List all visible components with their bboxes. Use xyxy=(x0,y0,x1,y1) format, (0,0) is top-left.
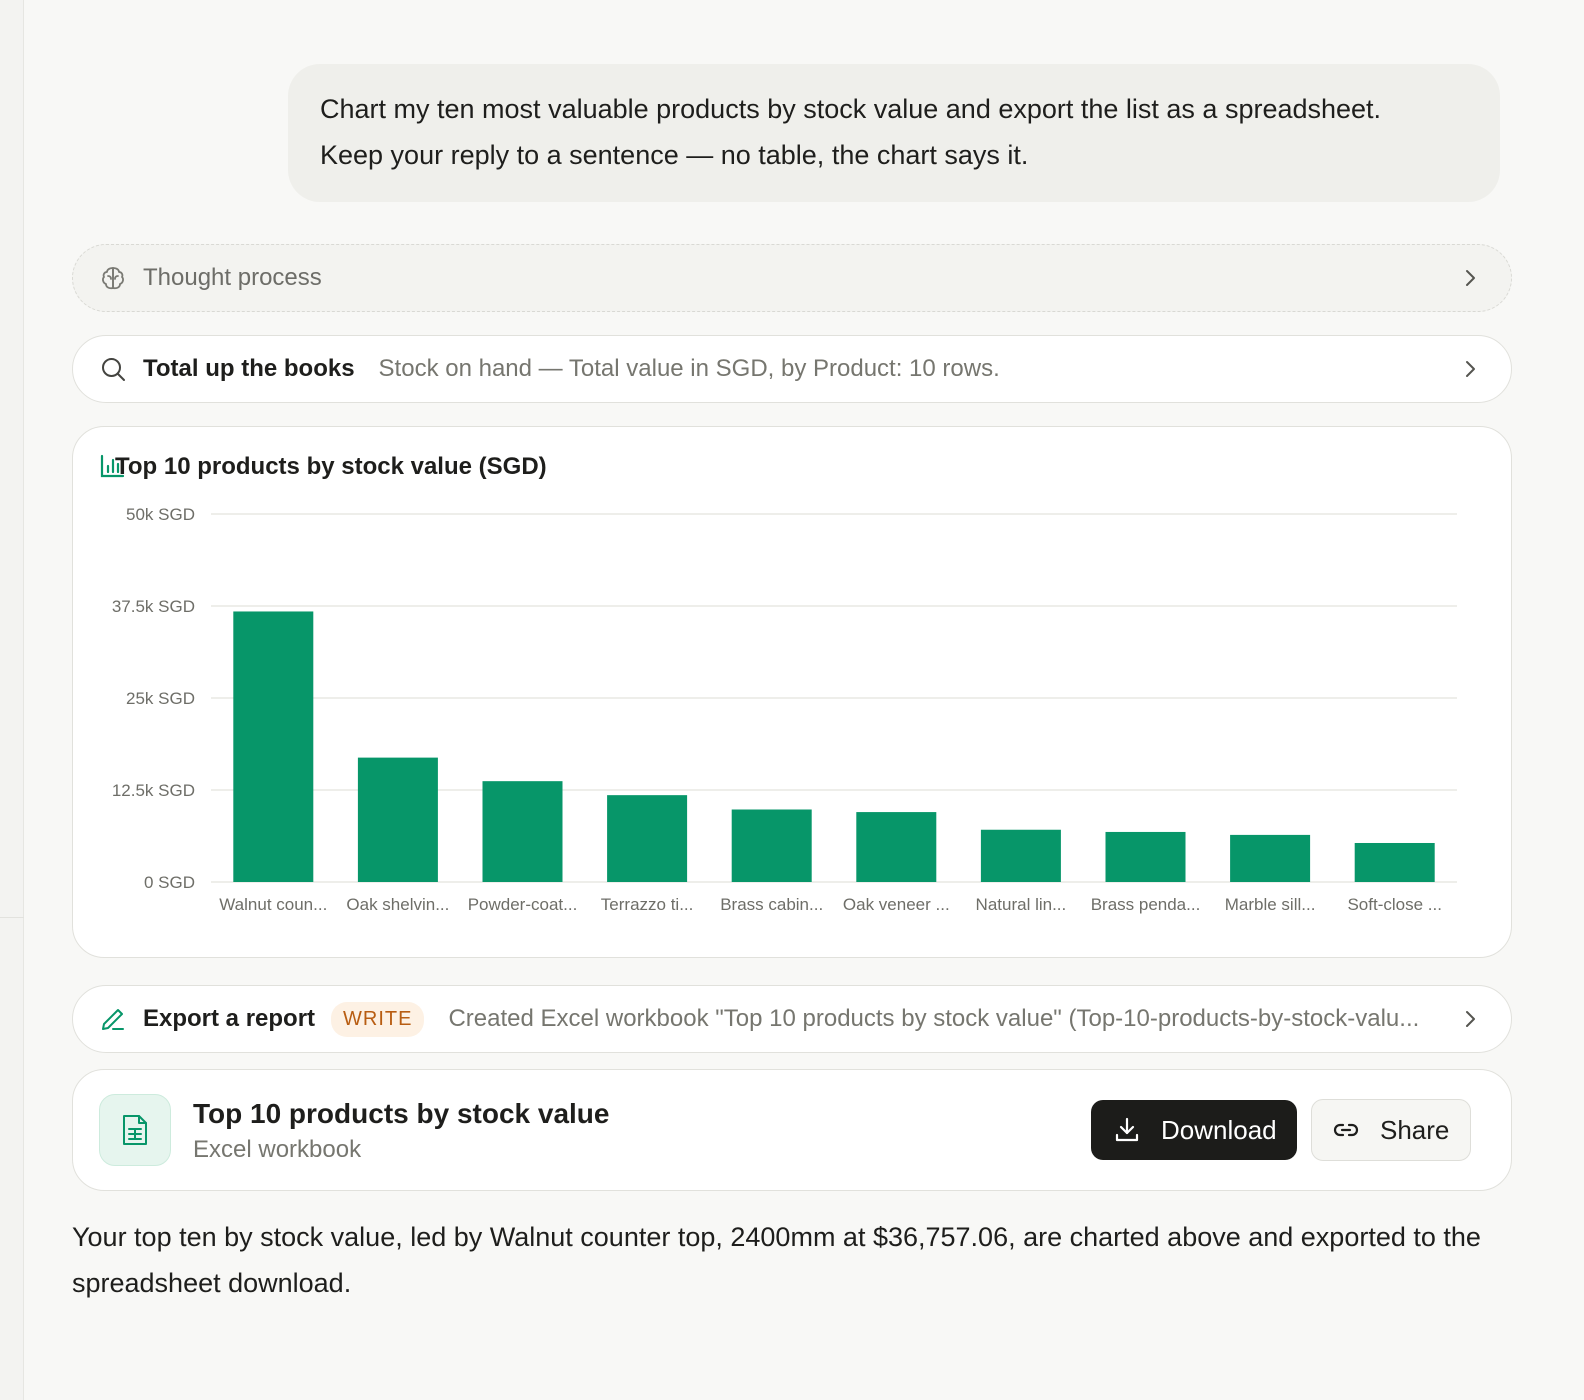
bar xyxy=(856,812,937,882)
export-title: Export a report xyxy=(143,1005,316,1032)
x-tick-label: Brass cabin... xyxy=(720,895,823,914)
bar xyxy=(607,795,688,882)
chevron-right-icon xyxy=(1459,267,1481,289)
search-icon xyxy=(99,355,127,383)
x-tick-label: Oak shelvin... xyxy=(346,895,449,914)
tool-call-description: Stock on hand — Total value in SGD, by P… xyxy=(378,355,1000,382)
bar xyxy=(482,781,563,882)
file-name: Top 10 products by stock value xyxy=(193,1098,610,1129)
chart-card: 0 SGD 12.5k SGD 25k SGD 37.5k SGD 50k SGD Wal… xyxy=(72,426,1512,958)
x-tick-label: Walnut coun... xyxy=(219,895,327,914)
assistant-reply: Your top ten by stock value, led by Waln… xyxy=(72,1222,1481,1298)
bar xyxy=(1105,831,1186,882)
file-type: Excel workbook xyxy=(193,1136,362,1163)
bar-chart: 0 SGD 12.5k SGD 25k SGD 37.5k SGD 50k SGD Wal… xyxy=(112,505,1457,914)
download-icon xyxy=(1113,1116,1141,1144)
link-icon xyxy=(1332,1116,1360,1144)
share-button[interactable]: Share xyxy=(1311,1099,1471,1161)
bar xyxy=(980,829,1061,882)
chevron-right-icon xyxy=(1459,358,1481,380)
download-button[interactable]: Download xyxy=(1091,1100,1297,1160)
sidebar-divider xyxy=(0,917,24,918)
y-tick-label: 37.5k SGD xyxy=(112,597,195,616)
bar xyxy=(731,809,812,882)
y-tick-label: 12.5k SGD xyxy=(112,781,195,800)
bar xyxy=(1354,842,1435,882)
y-tick-label: 0 SGD xyxy=(144,873,195,892)
sidebar-edge xyxy=(0,0,24,1400)
export-description: Created Excel workbook "Top 10 products … xyxy=(448,1005,1420,1032)
file-attachment-card: Top 10 products by stock value Excel wor… xyxy=(72,1069,1512,1191)
tool-call-total-up-books[interactable]: Total up the books Stock on hand — Total… xyxy=(72,335,1512,403)
x-tick-label: Soft-close ... xyxy=(1347,895,1441,914)
tool-call-title: Total up the books xyxy=(143,355,355,382)
x-tick-label: Powder-coat... xyxy=(468,895,578,914)
bar xyxy=(233,611,314,882)
y-tick-label: 25k SGD xyxy=(126,689,195,708)
y-tick-label: 50k SGD xyxy=(126,505,195,524)
x-tick-label: Brass penda... xyxy=(1091,895,1201,914)
chevron-right-icon xyxy=(1459,1008,1481,1030)
chart-title: Top 10 products by stock value (SGD) xyxy=(115,453,547,480)
x-tick-label: Natural lin... xyxy=(976,895,1067,914)
x-tick-label: Oak veneer ... xyxy=(843,895,950,914)
user-message-line-2: Keep your reply to a sentence — no table… xyxy=(320,140,1029,170)
tool-call-export-report[interactable]: Export a report WRITE Created Excel work… xyxy=(72,985,1512,1053)
brain-icon xyxy=(99,264,127,292)
chart-header: Top 10 products by stock value (SGD) xyxy=(99,453,547,481)
bar xyxy=(357,757,438,882)
spreadsheet-file-icon xyxy=(99,1094,171,1166)
thought-process-label: Thought process xyxy=(143,264,322,291)
user-message-line-1: Chart my ten most valuable products by s… xyxy=(320,94,1382,124)
share-label: Share xyxy=(1380,1114,1450,1145)
user-message: Chart my ten most valuable products by s… xyxy=(288,64,1500,202)
write-badge: WRITE xyxy=(331,1001,425,1037)
x-tick-label: Marble sill... xyxy=(1225,895,1316,914)
download-label: Download xyxy=(1161,1114,1277,1145)
x-tick-label: Terrazzo ti... xyxy=(601,895,694,914)
pencil-icon xyxy=(99,1005,127,1033)
thought-process-toggle[interactable]: Thought process xyxy=(72,244,1512,312)
bar xyxy=(1230,834,1311,882)
